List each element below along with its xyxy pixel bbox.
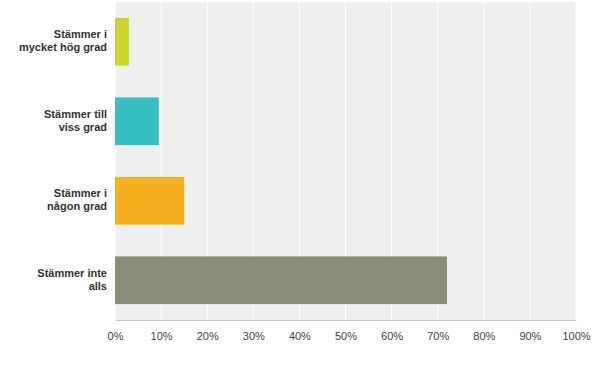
tick-label: 90% <box>519 330 541 342</box>
tick: 60% <box>381 320 403 342</box>
tick: 30% <box>243 320 265 342</box>
tick-label: 30% <box>243 330 265 342</box>
bar <box>115 97 159 145</box>
grid-line <box>483 2 484 320</box>
category-label-line: alls <box>89 280 107 292</box>
x-axis: 0% 10% 20% 30% 40% 50% 60% 70% 80% 90% 100% <box>108 320 591 342</box>
tick-label: 100% <box>562 330 590 342</box>
category-label-line: någon grad <box>47 200 107 212</box>
category-label-line: Stämmer inte <box>37 267 107 279</box>
grid <box>115 2 576 320</box>
category-label-line: Stämmer i <box>54 187 107 199</box>
category-label: Stämmer tillviss grad <box>44 108 107 133</box>
tick-label: 50% <box>335 330 357 342</box>
plot-background <box>115 2 576 320</box>
axis-line <box>116 320 577 321</box>
category-label-line: mycket hög grad <box>19 41 107 53</box>
tick: 90% <box>519 320 541 342</box>
bar <box>115 177 184 225</box>
tick-label: 20% <box>197 330 219 342</box>
plot: 0% 10% 20% 30% 40% 50% 60% 70% 80% 90% 100% Stämmer… <box>19 2 591 342</box>
category-label-line: Stämmer till <box>44 108 107 120</box>
tick: 0% <box>108 320 124 342</box>
category-label: Stämmer imycket hög grad <box>19 28 107 53</box>
tick: 10% <box>151 320 173 342</box>
grid-line <box>576 2 577 320</box>
tick: 40% <box>289 320 311 342</box>
y-axis: Stämmer imycket hög gradStämmer tillviss… <box>19 28 107 292</box>
grid-line <box>529 2 530 320</box>
tick: 50% <box>335 320 357 342</box>
category-label-line: Stämmer i <box>54 28 107 40</box>
bar <box>115 18 129 66</box>
tick-label: 10% <box>151 330 173 342</box>
category-label: Stämmer inågon grad <box>47 187 107 212</box>
category-label-line: viss grad <box>59 121 107 133</box>
category-label: Stämmer intealls <box>37 267 107 292</box>
bar <box>115 256 447 304</box>
bars <box>115 18 447 304</box>
tick-label: 60% <box>381 330 403 342</box>
tick-label: 80% <box>473 330 495 342</box>
tick-label: 70% <box>427 330 449 342</box>
chart: 0% 10% 20% 30% 40% 50% 60% 70% 80% 90% 100% Stämmer… <box>0 0 594 370</box>
tick: 20% <box>197 320 219 342</box>
tick: 100% <box>562 320 590 342</box>
tick: 70% <box>427 320 449 342</box>
tick-label: 40% <box>289 330 311 342</box>
tick: 80% <box>473 320 495 342</box>
tick-label: 0% <box>108 330 124 342</box>
